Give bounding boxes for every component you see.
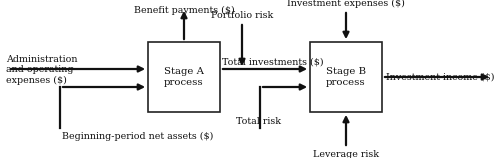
Bar: [310, 42, 382, 112]
Text: Total investments ($): Total investments ($): [222, 58, 324, 67]
Text: Investment income ($): Investment income ($): [386, 73, 494, 82]
Text: Investment expenses ($): Investment expenses ($): [287, 0, 405, 8]
Text: Total risk: Total risk: [236, 117, 281, 126]
Text: Benefit payments ($): Benefit payments ($): [134, 6, 234, 15]
Text: Administration
and operating
expenses ($): Administration and operating expenses ($…: [6, 55, 78, 85]
Text: Beginning-period net assets ($): Beginning-period net assets ($): [62, 132, 214, 141]
Text: Stage A
process: Stage A process: [164, 67, 204, 87]
Text: Stage B
process: Stage B process: [326, 67, 366, 87]
Text: Portfolio risk: Portfolio risk: [211, 11, 273, 20]
Text: Leverage risk: Leverage risk: [313, 150, 379, 158]
Bar: [148, 42, 220, 112]
